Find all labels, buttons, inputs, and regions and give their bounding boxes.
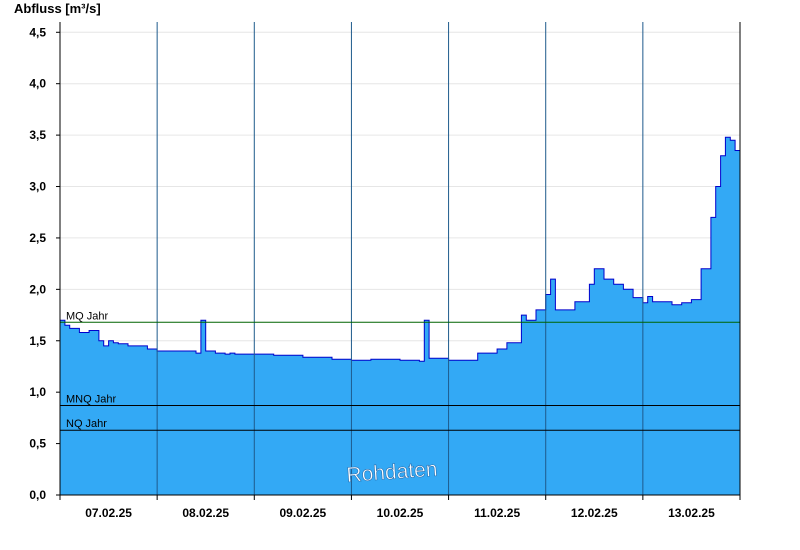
x-tick-label-3: 10.02.25 — [377, 506, 424, 520]
x-tick-label-5: 12.02.25 — [571, 506, 618, 520]
y-tick-label-5: 2,5 — [29, 231, 46, 245]
day-separators — [156, 22, 644, 495]
y-tick-label-9: 4,5 — [29, 25, 46, 39]
reference-lines: MQ Jahr MNQ Jahr NQ Jahr — [60, 310, 740, 431]
axes — [59, 22, 741, 496]
y-axis-label: Abfluss [m³/s] — [14, 1, 101, 16]
ref-label-2: NQ Jahr — [66, 418, 107, 430]
y-tick-label-3: 1,5 — [29, 334, 46, 348]
x-tick-label-0: 07.02.25 — [85, 506, 132, 520]
y-ticks: 0,0 0,5 1,0 1,5 2,0 2,5 3,0 3,5 4,0 4,5 — [29, 25, 60, 502]
x-tick-label-6: 13.02.25 — [668, 506, 715, 520]
x-ticks: 07.02.25 08.02.25 09.02.25 10.02.25 11.02.25… — [59, 495, 741, 520]
y-tick-label-7: 3,5 — [29, 128, 46, 142]
y-tick-label-4: 2,0 — [29, 282, 46, 296]
x-tick-label-1: 08.02.25 — [182, 506, 229, 520]
y-tick-label-8: 4,0 — [29, 77, 46, 91]
y-tick-label-1: 0,5 — [29, 437, 46, 451]
y-tick-label-6: 3,0 — [29, 180, 46, 194]
y-tick-label-2: 1,0 — [29, 385, 46, 399]
ref-label-0: MQ Jahr — [66, 310, 109, 322]
ref-label-1: MNQ Jahr — [66, 394, 116, 406]
y-tick-label-0: 0,0 — [29, 488, 46, 502]
x-tick-label-4: 11.02.25 — [474, 506, 520, 520]
x-tick-label-2: 09.02.25 — [279, 506, 326, 520]
discharge-area — [60, 137, 740, 495]
